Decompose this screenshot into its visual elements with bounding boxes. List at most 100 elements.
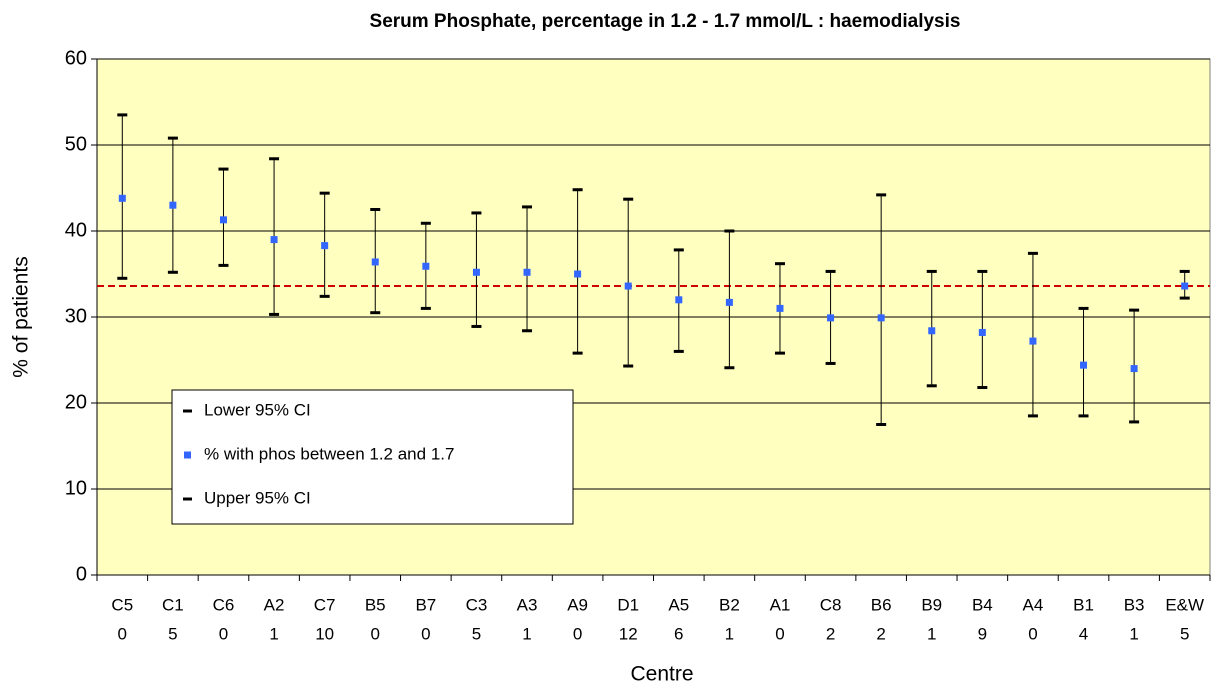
upper-ci-marker <box>774 262 785 266</box>
upper-ci-marker <box>117 113 128 117</box>
value-marker <box>523 268 531 276</box>
x-tick-sublabel: 12 <box>619 624 638 643</box>
x-tick-sublabel: 9 <box>978 624 987 643</box>
upper-ci-marker <box>522 205 533 209</box>
upper-ci-marker <box>319 191 330 195</box>
value-marker <box>169 201 177 209</box>
x-tick-label: C5 <box>111 595 133 614</box>
upper-ci-marker <box>724 229 735 233</box>
x-tick-label: C7 <box>314 595 336 614</box>
x-tick-sublabel: 10 <box>315 624 334 643</box>
upper-ci-marker <box>926 269 937 273</box>
value-marker <box>928 327 936 335</box>
upper-ci-marker <box>420 221 431 225</box>
x-tick-sublabel: 0 <box>118 624 127 643</box>
x-tick-label: B9 <box>921 595 942 614</box>
value-marker <box>776 304 784 312</box>
x-tick-label: B2 <box>719 595 740 614</box>
x-tick-label: B1 <box>1073 595 1094 614</box>
x-tick-sublabel: 0 <box>573 624 582 643</box>
y-axis-label: % of patients <box>10 256 33 377</box>
lower-ci-marker <box>1129 420 1140 424</box>
lower-ci-marker <box>572 351 583 355</box>
legend: Lower 95% CI % with phos between 1.2 and … <box>171 389 574 525</box>
legend-swatch <box>183 409 192 413</box>
upper-ci-marker <box>876 193 887 197</box>
value-marker <box>1130 365 1138 373</box>
x-tick-sublabel: 1 <box>725 624 734 643</box>
value-marker <box>574 270 582 278</box>
x-tick-label: C3 <box>466 595 488 614</box>
x-tick-sublabel: 1 <box>522 624 531 643</box>
lower-ci-marker <box>825 361 836 365</box>
upper-ci-marker <box>1179 269 1190 273</box>
value-marker <box>219 216 227 224</box>
x-tick-sublabel: 1 <box>269 624 278 643</box>
upper-ci-marker <box>1027 251 1038 255</box>
value-marker <box>1181 282 1189 290</box>
x-tick-sublabel: 5 <box>1180 624 1189 643</box>
x-tick-sublabel: 2 <box>826 624 835 643</box>
upper-ci-marker <box>471 211 482 215</box>
value-marker <box>624 282 632 290</box>
x-tick-sublabel: 6 <box>674 624 683 643</box>
legend-label: % with phos between 1.2 and 1.7 <box>204 444 454 463</box>
x-tick-label: E&W <box>1165 595 1204 614</box>
x-tick-sublabel: 0 <box>371 624 380 643</box>
x-tick-label: B4 <box>972 595 993 614</box>
x-tick-sublabel: 0 <box>1028 624 1037 643</box>
y-tick-label: 50 <box>65 133 87 155</box>
x-tick-label: A5 <box>668 595 689 614</box>
lower-ci-marker <box>977 386 988 390</box>
value-marker <box>422 262 430 270</box>
value-marker <box>675 296 683 304</box>
lower-ci-marker <box>774 351 785 355</box>
lower-ci-marker <box>724 366 735 370</box>
lower-ci-marker <box>926 384 937 388</box>
lower-ci-marker <box>420 306 431 310</box>
x-axis-label: Centre <box>630 663 693 685</box>
y-tick-label: 0 <box>76 563 87 585</box>
x-tick-label: A9 <box>567 595 588 614</box>
x-tick-label: A3 <box>517 595 538 614</box>
y-tick-label: 10 <box>65 477 87 499</box>
lower-ci-marker <box>370 311 381 315</box>
lower-ci-marker <box>319 294 330 298</box>
x-tick-label: B5 <box>365 595 386 614</box>
x-tick-sublabel: 0 <box>219 624 228 643</box>
legend-swatch <box>183 497 192 501</box>
lower-ci-marker <box>876 423 887 426</box>
value-marker <box>371 258 379 266</box>
upper-ci-marker <box>1129 308 1140 312</box>
value-marker <box>877 314 885 322</box>
upper-ci-marker <box>269 157 280 161</box>
legend-box <box>171 389 574 525</box>
x-tick-label: C1 <box>162 595 184 614</box>
value-marker <box>1029 337 1037 345</box>
x-tick-sublabel: 5 <box>472 624 481 643</box>
y-tick-label: 30 <box>65 305 87 327</box>
value-marker <box>725 298 733 306</box>
upper-ci-marker <box>218 167 229 171</box>
x-tick-label: C8 <box>820 595 842 614</box>
legend-swatch <box>184 451 191 459</box>
lower-ci-marker <box>269 312 280 316</box>
x-tick-sublabel: 4 <box>1079 624 1088 643</box>
x-tick-label: D1 <box>617 595 639 614</box>
y-tick-label: 40 <box>65 219 87 241</box>
x-tick-label: B6 <box>871 595 892 614</box>
value-marker <box>978 328 986 336</box>
upper-ci-marker <box>825 269 836 273</box>
x-tick-label: C6 <box>213 595 235 614</box>
value-marker <box>270 236 278 244</box>
value-marker <box>118 194 126 202</box>
y-tick-label: 60 <box>65 47 87 69</box>
value-marker <box>321 242 329 250</box>
lower-ci-marker <box>1179 296 1190 300</box>
chart-title: Serum Phosphate, percentage in 1.2 - 1.7… <box>370 11 961 32</box>
lower-ci-marker <box>673 349 684 353</box>
x-tick-sublabel: 5 <box>168 624 177 643</box>
x-tick-label: B3 <box>1124 595 1145 614</box>
upper-ci-marker <box>673 248 684 252</box>
upper-ci-marker <box>623 197 634 201</box>
